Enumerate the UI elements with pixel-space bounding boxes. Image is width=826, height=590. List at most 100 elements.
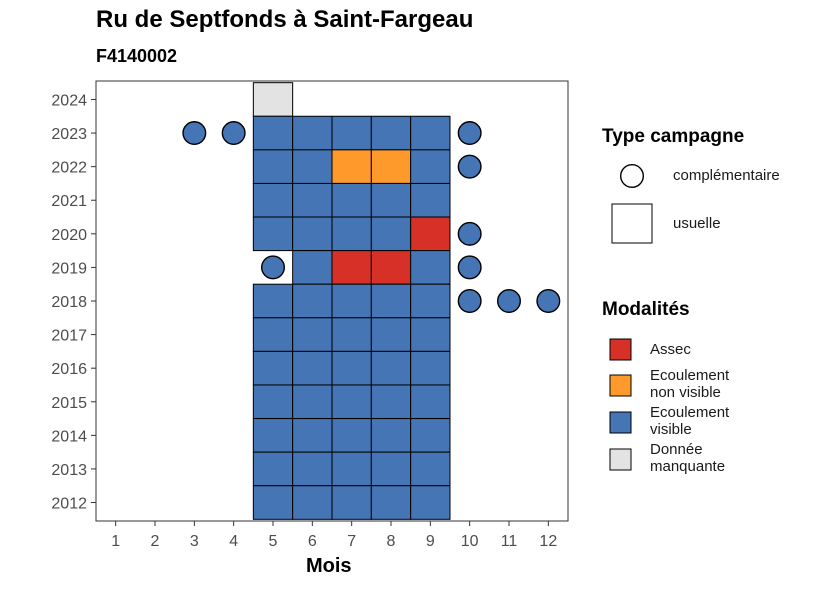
tile-9-2013 xyxy=(410,451,451,487)
tile-6-2016 xyxy=(292,350,333,386)
x-tick-label-12: 12 xyxy=(539,533,557,550)
tile-6-2023 xyxy=(292,115,333,151)
y-axis: 2012 2013 2014 2015 2016 2017 2018 2019 2020 2021… xyxy=(51,92,96,513)
tile-8-2021 xyxy=(370,182,412,218)
legend-type-label-complementaire: complémentaire xyxy=(673,167,780,184)
x-tick-label-3: 3 xyxy=(190,533,199,550)
tile-6-2012 xyxy=(292,485,333,520)
tile-7-2012 xyxy=(331,485,372,520)
tile-6-2021 xyxy=(292,182,333,218)
tile-6-2020 xyxy=(292,216,333,252)
tile-6-2019 xyxy=(292,250,333,285)
legend-type-title: Type campagne xyxy=(602,126,745,147)
tile-8-2013 xyxy=(370,451,412,487)
tile-8-2015 xyxy=(370,384,412,420)
tile-7-2015 xyxy=(331,384,372,420)
point-10-2020 xyxy=(457,221,482,246)
y-tick-label-2016: 2016 xyxy=(51,361,87,378)
tile-5-2015 xyxy=(252,384,294,420)
tile-9-2019 xyxy=(410,250,451,285)
tile-9-2017 xyxy=(410,317,451,352)
tile-7-2023 xyxy=(331,115,372,151)
tile-5-2017 xyxy=(252,317,294,352)
legend-label-visible-line1: Ecoulement xyxy=(650,404,730,421)
tile-6-2013 xyxy=(292,451,333,487)
x-tick-label-7: 7 xyxy=(347,533,356,550)
x-axis: 1 2 3 4 5 6 7 8 9 10 11 12 xyxy=(111,521,557,550)
tile-9-2014 xyxy=(410,418,451,453)
legend-label-manquante-line2: manquante xyxy=(650,458,726,475)
x-tick-label-4: 4 xyxy=(229,533,238,550)
x-tick-label-2: 2 xyxy=(151,533,160,550)
x-axis-label: Mois xyxy=(306,555,352,577)
tile-7-2020 xyxy=(331,216,372,252)
tile-9-2023 xyxy=(410,115,451,151)
legend-label-nonvisible: Ecoulement non visible xyxy=(650,367,810,401)
tile-9-2018 xyxy=(410,283,451,319)
tile-9-2020 xyxy=(410,216,451,252)
tile-9-2021 xyxy=(410,182,451,218)
tile-8-2012 xyxy=(370,485,412,520)
point-10-2018 xyxy=(457,289,482,314)
legend-key-visible xyxy=(609,411,632,434)
legend-label-assec: Assec xyxy=(650,341,810,358)
x-tick-label-10: 10 xyxy=(461,533,479,550)
x-tick-label-11: 11 xyxy=(501,533,518,550)
tile-8-2014 xyxy=(370,418,412,453)
legend-type-label-usuelle: usuelle xyxy=(673,215,721,232)
x-tick-label-5: 5 xyxy=(269,533,278,550)
tile-8-2022 xyxy=(370,149,412,184)
tile-7-2018 xyxy=(331,283,372,319)
legend-key-manquante xyxy=(609,448,632,471)
point-5-2019 xyxy=(261,255,286,280)
tile-5-2021 xyxy=(252,182,294,218)
point-10-2022 xyxy=(457,154,482,179)
tile-5-2020 xyxy=(252,216,294,252)
x-tick-label-9: 9 xyxy=(426,533,435,550)
y-tick-label-2019: 2019 xyxy=(51,260,87,277)
legend-type-keys xyxy=(611,163,653,244)
tile-7-2016 xyxy=(331,350,372,386)
complementaire-circles xyxy=(182,121,561,314)
tile-5-2016 xyxy=(252,350,294,386)
legend-key-nonvisible xyxy=(609,374,632,397)
tile-9-2022 xyxy=(410,149,451,184)
tile-5-2018 xyxy=(252,283,294,319)
point-3-2023 xyxy=(182,121,207,146)
legend-modalites-keys xyxy=(609,338,632,471)
tile-8-2023 xyxy=(370,115,412,151)
tile-6-2017 xyxy=(292,317,333,352)
tile-5-2013 xyxy=(252,451,294,487)
legend-label-manquante-line1: Donnée xyxy=(650,441,703,458)
tile-7-2013 xyxy=(331,451,372,487)
y-tick-label-2018: 2018 xyxy=(51,294,87,311)
tile-5-2023 xyxy=(252,115,294,151)
legend-modalites-title: Modalités xyxy=(602,299,690,320)
y-tick-label-2014: 2014 xyxy=(51,428,87,445)
y-tick-label-2013: 2013 xyxy=(51,462,87,479)
y-tick-label-2024: 2024 xyxy=(51,92,87,109)
tile-9-2012 xyxy=(410,485,451,520)
tile-7-2022 xyxy=(331,149,372,184)
tile-5-2014 xyxy=(252,418,294,453)
legend-label-assec-line1: Assec xyxy=(650,341,691,358)
y-tick-label-2021: 2021 xyxy=(51,193,87,210)
legend-label-nonvisible-line1: Ecoulement xyxy=(650,367,730,384)
legend-label-nonvisible-line2: non visible xyxy=(650,384,721,401)
tile-5-2024 xyxy=(252,82,294,117)
legend-label-manquante: Donnée manquante xyxy=(650,441,810,475)
tile-6-2015 xyxy=(292,384,333,420)
x-tick-label-8: 8 xyxy=(387,533,396,550)
tile-5-2012 xyxy=(252,485,294,520)
y-tick-label-2020: 2020 xyxy=(51,227,87,244)
point-12-2018 xyxy=(536,289,561,314)
chart-subtitle: F4140002 xyxy=(96,46,178,66)
y-tick-label-2012: 2012 xyxy=(51,496,87,513)
x-tick-label-6: 6 xyxy=(308,533,317,550)
tile-6-2018 xyxy=(292,283,333,319)
tile-7-2019 xyxy=(331,250,372,285)
legend-key-assec xyxy=(609,338,632,361)
tile-6-2014 xyxy=(292,418,333,453)
legend-label-visible: Ecoulement visible xyxy=(650,404,810,438)
tile-5-2022 xyxy=(252,149,294,184)
